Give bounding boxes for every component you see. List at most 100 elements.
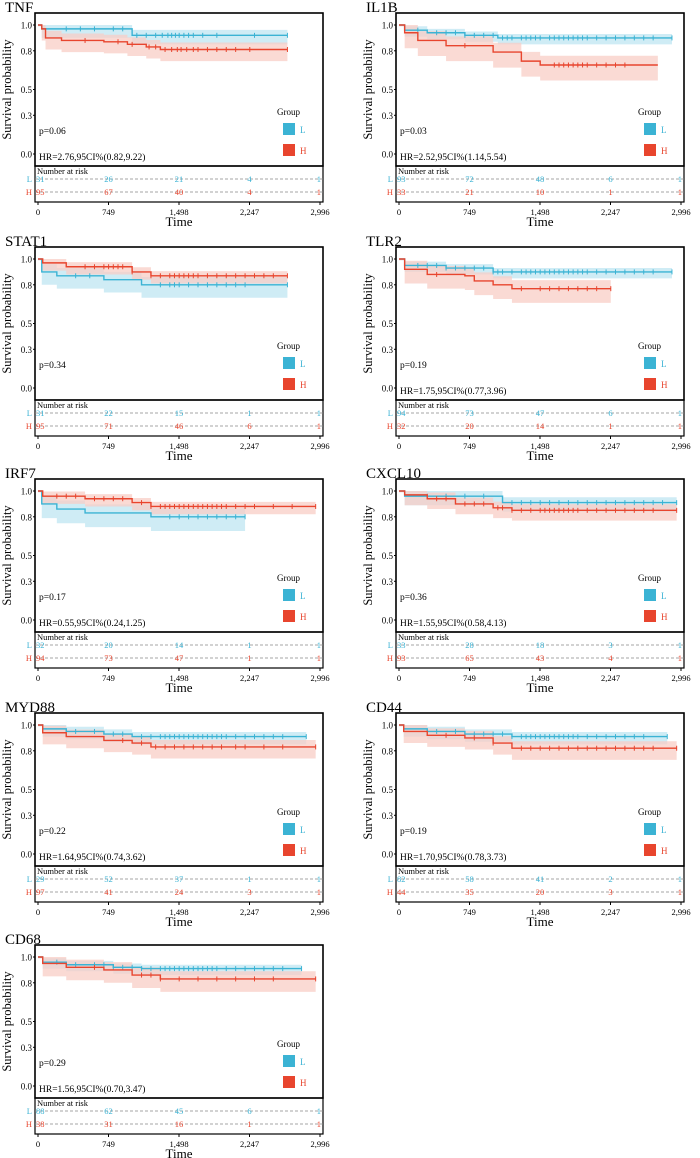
x-tick-label: 1,498: [169, 441, 188, 451]
p-value-text: p=0.03: [400, 127, 427, 137]
x-tick-label: 0: [36, 673, 40, 683]
x-axis-label: Time: [166, 914, 193, 929]
risk-count-high: 1: [678, 421, 682, 431]
x-axis-label: Time: [166, 1146, 193, 1158]
legend-label-high: H: [661, 380, 668, 390]
risk-count-high: 46: [175, 421, 184, 431]
x-tick-label: 2,247: [240, 673, 259, 683]
hazard-ratio-text: HR=1.70,95CI%(0.78,3.73): [400, 852, 506, 863]
y-tick-label: 0.0: [382, 616, 394, 626]
risk-row-label-high: H: [387, 421, 393, 431]
panel-title: CD44: [366, 700, 402, 716]
risk-table-title: Number at risk: [398, 866, 450, 876]
x-tick-label: 0: [36, 1139, 40, 1149]
panel-title: STAT1: [5, 234, 47, 250]
x-axis-label: Time: [166, 214, 193, 229]
legend-label-low: L: [661, 825, 667, 835]
ci-band-H: [38, 957, 316, 992]
legend-label-high: H: [300, 1078, 307, 1088]
risk-count-low: 1: [317, 1106, 321, 1116]
risk-count-high: 43: [536, 653, 545, 663]
x-tick-label: 1,498: [530, 673, 549, 683]
km-panel-stat1: STAT1 Survival probability 0.0 0.3 0.5 0.8 1.0…: [0, 234, 330, 463]
survival-curve-H: [38, 956, 316, 980]
risk-count-low: 1: [247, 640, 251, 650]
legend-title: Group: [638, 107, 661, 117]
x-tick-label: 2,247: [240, 441, 259, 451]
legend-swatch-high: [644, 610, 656, 622]
y-tick-label: 0.5: [21, 785, 33, 795]
risk-row-label-low: L: [27, 1106, 32, 1116]
x-tick-label: 1,498: [169, 907, 188, 917]
risk-count-high: 1: [247, 653, 251, 663]
risk-row-label-high: H: [26, 887, 32, 897]
risk-count-low: 94: [397, 408, 406, 418]
y-axis-label: Survival probability: [361, 273, 375, 374]
y-tick-label: 1.0: [21, 21, 33, 31]
x-tick-label: 2,247: [601, 207, 620, 217]
x-tick-label: 1,498: [530, 207, 549, 217]
y-axis-label: Survival probability: [361, 739, 375, 840]
risk-count-low: 1: [678, 640, 682, 650]
risk-count-low: 33: [397, 640, 406, 650]
risk-count-high: 97: [36, 887, 45, 897]
x-tick-label: 1,498: [530, 907, 549, 917]
y-axis-label: Survival probability: [361, 505, 375, 606]
risk-row-label-low: L: [27, 874, 32, 884]
risk-count-high: 4: [247, 187, 252, 197]
risk-count-high: 10: [536, 187, 545, 197]
ci-band-H: [399, 259, 611, 303]
legend-swatch-low: [644, 589, 656, 601]
risk-count-high: 67: [104, 187, 113, 197]
x-tick-label: 2,996: [671, 441, 690, 451]
risk-count-low: 15: [175, 408, 184, 418]
risk-row-label-high: H: [387, 187, 393, 197]
ci-band-H: [38, 259, 288, 284]
risk-count-high: 95: [36, 187, 45, 197]
risk-count-low: 1: [247, 874, 251, 884]
risk-count-high: 1: [247, 1119, 251, 1129]
risk-count-low: 1: [317, 640, 321, 650]
y-tick-label: 0.5: [382, 785, 394, 795]
risk-count-low: 93: [397, 174, 406, 184]
x-tick-label: 749: [102, 673, 115, 683]
risk-count-high: 1: [678, 887, 682, 897]
risk-count-high: 1: [317, 1119, 321, 1129]
risk-count-high: 95: [36, 421, 45, 431]
p-value-text: p=0.29: [39, 1059, 66, 1069]
y-axis-label: Survival probability: [0, 971, 14, 1072]
risk-count-low: 73: [465, 408, 474, 418]
legend-swatch-low: [283, 1055, 295, 1067]
y-tick-label: 0.3: [382, 345, 394, 355]
p-value-text: p=0.22: [39, 827, 66, 837]
risk-count-low: 48: [536, 174, 545, 184]
risk-count-low: 47: [536, 408, 545, 418]
legend-label-low: L: [661, 359, 667, 369]
legend-swatch-low: [644, 357, 656, 369]
y-axis-label: Survival probability: [0, 505, 14, 606]
ci-band-L: [38, 491, 246, 531]
legend-swatch-high: [283, 378, 295, 390]
risk-count-low: 22: [104, 408, 113, 418]
x-axis-label: Time: [527, 214, 554, 229]
x-tick-label: 2,996: [671, 207, 690, 217]
km-panel-myd88: MYD88 Survival probability 0.0 0.3 0.5 0.8 1.0…: [0, 700, 330, 929]
risk-count-low: 29: [36, 874, 45, 884]
risk-count-low: 62: [104, 1106, 113, 1116]
risk-count-low: 58: [465, 874, 474, 884]
hazard-ratio-text: HR=1.75,95CI%(0.77,3.96): [400, 386, 506, 397]
x-tick-label: 2,996: [671, 907, 690, 917]
ci-band-H: [38, 25, 288, 62]
risk-count-low: 20: [104, 640, 113, 650]
x-tick-label: 749: [102, 1139, 115, 1149]
x-axis-label: Time: [527, 448, 554, 463]
legend-title: Group: [638, 341, 661, 351]
x-tick-label: 2,247: [601, 907, 620, 917]
km-panel-tlr2: TLR2 Survival probability 0.0 0.3 0.5 0.8 1.0 p…: [361, 234, 691, 463]
legend-label-low: L: [661, 591, 667, 601]
risk-count-low: 1: [317, 174, 321, 184]
y-tick-label: 0.3: [382, 811, 394, 821]
risk-count-low: 26: [104, 174, 113, 184]
y-tick-label: 0.0: [21, 150, 33, 160]
x-tick-label: 0: [36, 907, 40, 917]
